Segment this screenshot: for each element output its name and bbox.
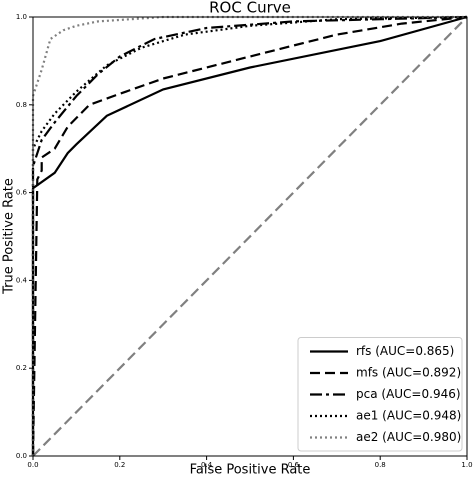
x-tick-label: 0.6 — [288, 461, 300, 469]
x-tick-label: 1.0 — [461, 461, 472, 469]
y-tick-label: 1.0 — [16, 13, 27, 21]
roc-line — [31, 15, 468, 457]
roc-line — [31, 15, 468, 456]
y-tick-label: 0.8 — [16, 101, 27, 109]
legend-label: ae1 (AUC=0.948) — [356, 409, 461, 423]
chart-title: ROC Curve — [209, 0, 291, 17]
roc-line — [31, 15, 468, 456]
legend-label: rfs (AUC=0.865) — [356, 344, 454, 358]
legend-label: pca (AUC=0.946) — [356, 387, 461, 401]
roc-line — [31, 15, 468, 456]
legend-label: mfs (AUC=0.892) — [356, 366, 461, 380]
x-tick-label: 0.4 — [201, 461, 213, 469]
y-axis-label: True Positive Rate — [2, 178, 17, 295]
reference-line — [32, 16, 468, 457]
plot-frame — [32, 16, 468, 457]
x-tick-label: 0.2 — [114, 461, 125, 469]
x-tick-label: 0.8 — [375, 461, 386, 469]
roc-line — [31, 15, 467, 456]
x-axis-label: False Positive Rate — [190, 463, 311, 478]
y-tick-label: 0.2 — [16, 364, 27, 372]
legend-box — [297, 337, 463, 452]
x-tick-label: 0.0 — [27, 461, 38, 469]
y-tick-label: 0.6 — [16, 189, 28, 197]
y-tick-label: 0.4 — [16, 276, 28, 284]
y-tick-label: 0.0 — [16, 452, 27, 460]
legend-label: ae2 (AUC=0.980) — [356, 430, 461, 444]
